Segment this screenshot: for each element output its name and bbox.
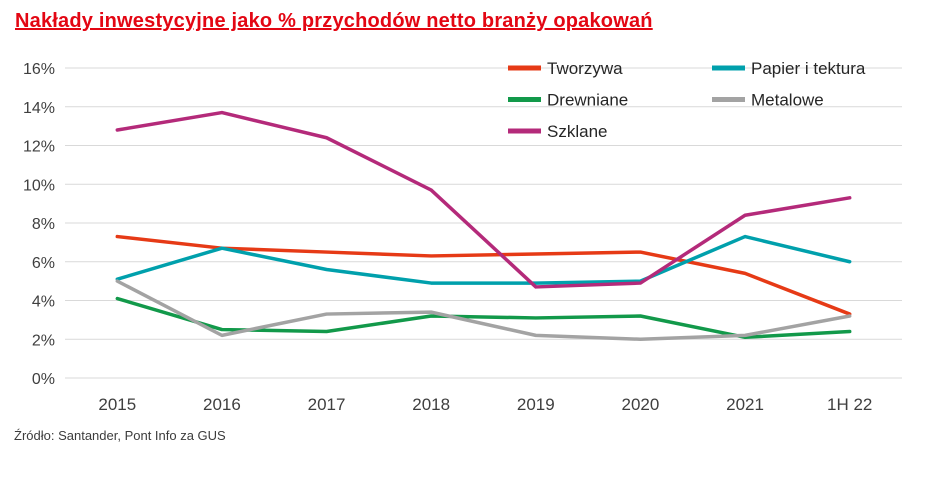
source-note: Źródło: Santander, Pont Info za GUS bbox=[14, 428, 226, 443]
series-line-metalowe bbox=[115, 279, 852, 341]
x-tick-label: 2017 bbox=[308, 395, 346, 414]
series-line-drewniane bbox=[115, 296, 852, 340]
y-tick-label: 12% bbox=[23, 139, 55, 156]
series-line-tworzywa bbox=[115, 234, 852, 316]
x-tick-label: 2019 bbox=[517, 395, 555, 414]
y-tick-label: 6% bbox=[32, 255, 55, 272]
legend-label-drewniane: Drewniane bbox=[547, 91, 628, 110]
y-tick-label: 10% bbox=[23, 177, 55, 194]
y-tick-label: 0% bbox=[32, 371, 55, 388]
y-tick-label: 8% bbox=[32, 216, 55, 233]
series-line-papier-i-tektura bbox=[115, 234, 852, 285]
x-tick-label: 1H 22 bbox=[827, 395, 872, 414]
legend-label-tworzywa: Tworzywa bbox=[547, 59, 623, 78]
legend-label-metalowe: Metalowe bbox=[751, 91, 824, 110]
x-tick-label: 2018 bbox=[412, 395, 450, 414]
y-tick-label: 16% bbox=[23, 61, 55, 78]
x-tick-label: 2015 bbox=[98, 395, 136, 414]
series-line-szklane bbox=[115, 110, 852, 289]
chart-title: Nakłady inwestycyjne jako % przychodów n… bbox=[15, 10, 653, 32]
x-tick-label: 2020 bbox=[622, 395, 660, 414]
x-tick-label: 2016 bbox=[203, 395, 241, 414]
y-tick-label: 14% bbox=[23, 100, 55, 117]
line-chart-canvas: 0% 2% 4% 6% 8% 10% 12% 14% 16% 2015 2016 2017 2018 20… bbox=[23, 59, 902, 414]
y-tick-label: 4% bbox=[32, 294, 55, 311]
legend-label-papier-i-tektura: Papier i tektura bbox=[751, 59, 866, 78]
legend-label-szklane: Szklane bbox=[547, 122, 607, 141]
x-tick-label: 2021 bbox=[726, 395, 764, 414]
y-tick-label: 2% bbox=[32, 332, 55, 349]
